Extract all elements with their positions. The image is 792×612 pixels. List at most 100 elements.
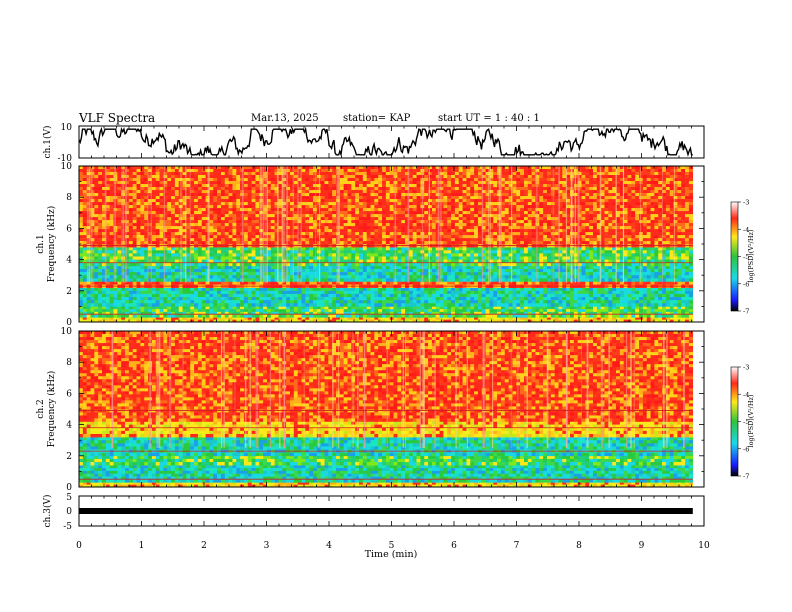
ch1-spec-cell xyxy=(336,293,341,298)
ch1-spec-cell xyxy=(642,309,648,313)
ch1-spec-cell xyxy=(539,259,544,264)
ch1-spec-cell xyxy=(616,265,621,270)
ch1-spec-cell xyxy=(301,253,306,257)
ch1-spec-cell xyxy=(213,253,218,257)
ch1-spec-cell xyxy=(339,253,344,257)
ch1-spec-cell xyxy=(174,205,180,209)
ch1-spec-cell xyxy=(631,247,636,251)
ch1-spec-cell xyxy=(374,275,379,279)
ch1-spec-cell xyxy=(497,293,502,298)
ch1-spec-cell xyxy=(355,259,360,264)
ch1-spec-cell xyxy=(274,293,279,298)
ch1-spec-cell xyxy=(286,247,291,251)
ch1-spec-cell xyxy=(477,278,483,282)
ch1-spec-cell xyxy=(98,235,103,239)
ch1-spec-cell xyxy=(136,181,141,185)
ch1-spec-cell xyxy=(604,309,609,313)
ch1-spec-cell xyxy=(627,256,632,260)
ch1-spec-cell xyxy=(109,256,114,260)
ch1-spec-cell xyxy=(140,229,145,233)
ch1-spec-cell xyxy=(558,297,563,301)
ch1-spec-cell xyxy=(132,297,137,301)
ch1-spec-cell xyxy=(523,278,529,282)
ch1-spec-cell xyxy=(282,300,287,304)
ch1-spec-cell xyxy=(451,272,456,276)
ch1-spec-cell xyxy=(512,259,517,264)
ch1-spec-cell xyxy=(316,265,321,270)
ch1-spec-cell xyxy=(688,281,694,285)
ch1-spec-cell xyxy=(174,172,180,176)
ch1-spec-cell xyxy=(470,306,475,310)
ch1-spec-cell xyxy=(378,268,383,273)
ch1-spec-cell xyxy=(673,319,678,323)
ch1-spec-cell xyxy=(466,293,471,298)
ch1-spec-cell xyxy=(339,287,344,292)
ch1-spec-cell xyxy=(343,290,348,295)
ch1-spec-cell xyxy=(608,281,613,285)
ch1-spec-cell xyxy=(197,217,203,221)
ch1-spec-cell xyxy=(570,281,575,285)
ch1-spec-cell xyxy=(431,259,437,264)
ch1-spec-cell xyxy=(408,290,414,295)
ch1-spec-cell xyxy=(282,293,287,298)
ch1-spec-cell xyxy=(155,262,160,267)
ch1-spec-cell xyxy=(82,290,87,295)
ch1-spec-cell xyxy=(416,300,421,304)
ch1-spec-cell xyxy=(359,309,364,313)
ch1-spec-cell xyxy=(243,259,249,264)
ch1-spec-cell xyxy=(650,253,655,257)
ch1-spec-cell xyxy=(454,319,460,323)
ch1-spec-cell xyxy=(639,309,644,313)
ch1-spec-cell xyxy=(140,172,145,176)
ch1-spec-cell xyxy=(82,319,87,323)
ch1-spec-cell xyxy=(274,275,279,279)
ch1-spec-cell xyxy=(470,317,475,320)
ch1-spec-cell xyxy=(255,293,260,298)
ch1-spec-cell xyxy=(328,259,333,264)
ch1-spec-cell xyxy=(535,256,540,260)
ch1-spec-cell xyxy=(412,275,417,279)
ch1-spec-cell xyxy=(117,220,122,224)
ch1-spec-cell xyxy=(297,275,302,279)
ch1-spec-cell xyxy=(90,250,95,254)
ch1-spec-cell xyxy=(328,262,333,267)
ch1-spec-cell xyxy=(197,232,203,236)
ch1-spec-cell xyxy=(174,272,180,276)
ch1-spec-cell xyxy=(504,259,509,264)
ch1-spec-cell xyxy=(117,208,122,212)
ch1-spec-cell xyxy=(259,293,264,298)
ch1-spec-cell xyxy=(140,190,145,194)
ch1-spec-cell xyxy=(681,293,686,298)
ch1-spec-cell xyxy=(144,278,149,282)
ch1-spec-cell xyxy=(274,247,279,251)
ch1-spec-cell xyxy=(220,319,226,323)
ch1-spec-cell xyxy=(612,290,617,295)
ch1-spec-cell xyxy=(278,275,283,279)
ch1-spec-cell xyxy=(665,259,671,264)
ch1-spec-cell xyxy=(94,199,99,203)
ch1-spec-cell xyxy=(412,265,417,270)
ch1-spec-cell xyxy=(197,297,203,301)
ch1-spec-cell xyxy=(370,300,375,304)
ch1-spec-cell xyxy=(182,287,187,292)
ch1-spec-cell xyxy=(451,259,456,264)
ch1-spec-cell xyxy=(128,235,134,239)
ch1-spec-cell xyxy=(631,250,636,254)
ch1-spec-cell xyxy=(608,259,613,264)
ch1-spec-cell xyxy=(654,275,659,279)
ch1-spec-cell xyxy=(493,272,498,276)
ch1-spec-cell xyxy=(382,262,387,267)
ch1-spec-cell xyxy=(531,247,536,251)
ch1-spec-cell xyxy=(186,262,191,267)
ch1-spec-cell xyxy=(416,247,421,251)
ch1-spec-cell xyxy=(224,278,229,282)
ch1-spec-cell xyxy=(343,306,348,310)
ch1-spec-cell xyxy=(474,300,479,304)
ch1-spec-cell xyxy=(405,287,410,292)
ch1-spec-cell xyxy=(102,208,107,212)
ch1-spec-cell xyxy=(136,272,141,276)
ch1-spec-cell xyxy=(178,311,183,315)
ch1-spec-cell xyxy=(293,319,298,323)
ch1-spec-cell xyxy=(263,319,268,323)
ch1-spec-cell xyxy=(405,309,410,313)
